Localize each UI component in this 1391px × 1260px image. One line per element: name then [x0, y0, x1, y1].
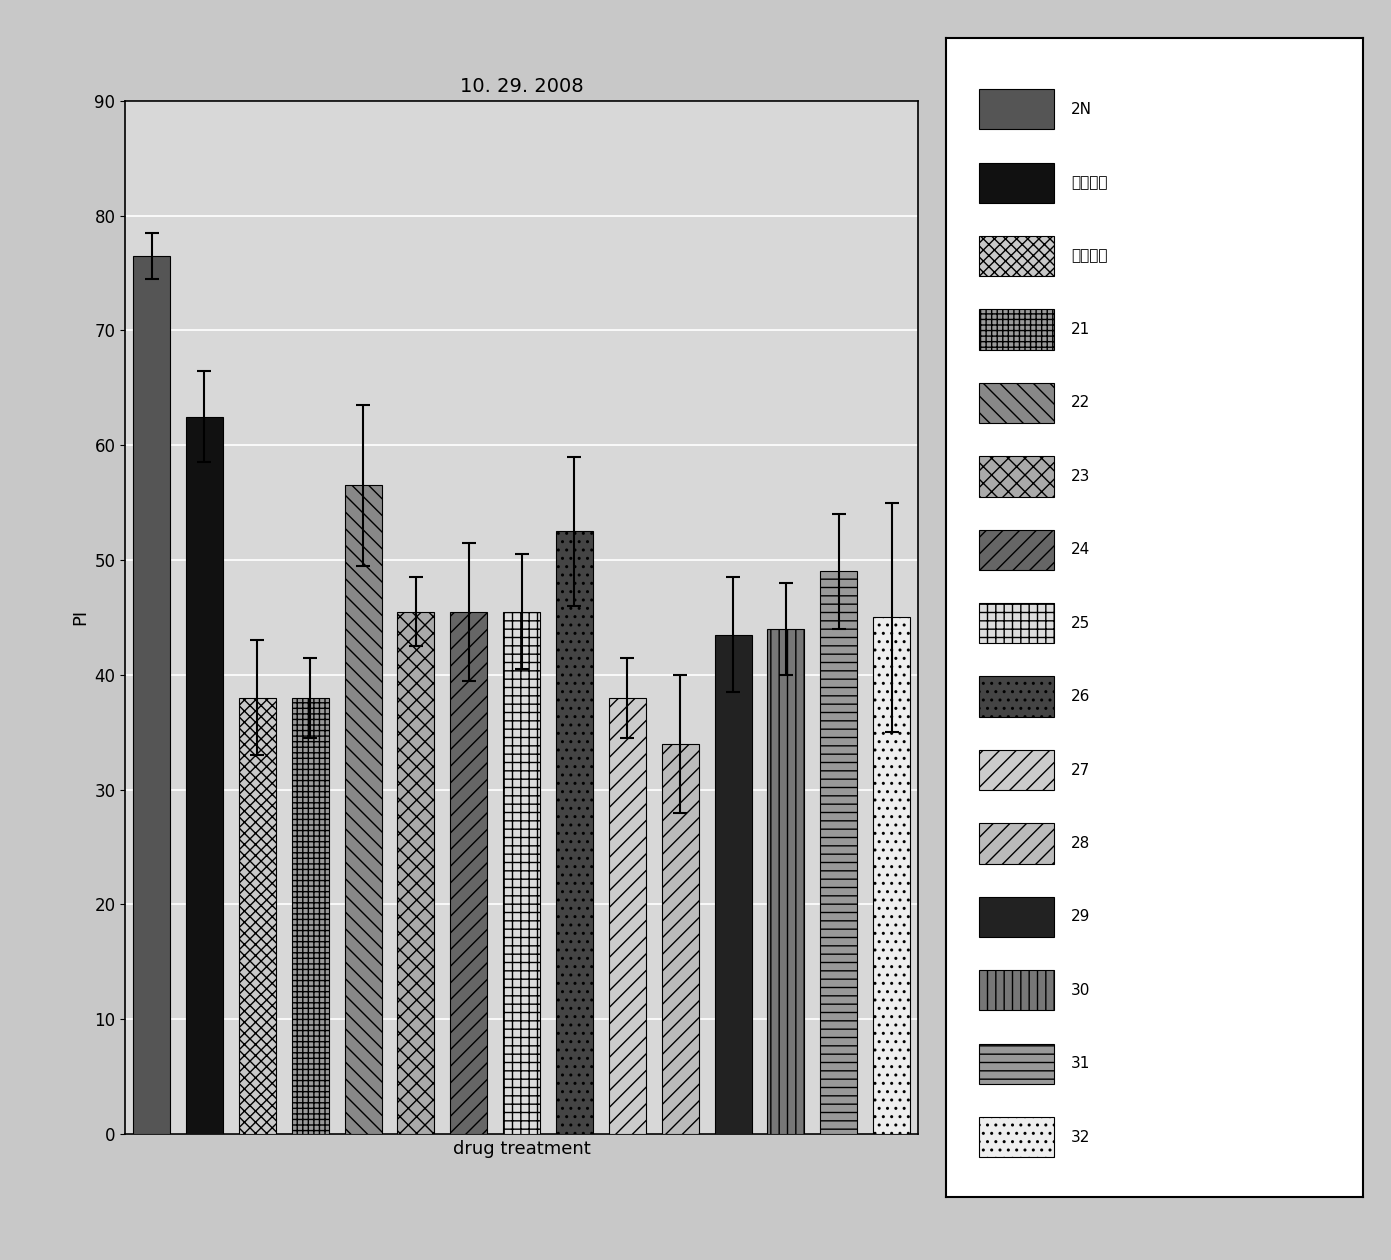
Bar: [292, 698, 328, 1134]
Bar: [186, 417, 223, 1134]
Bar: [556, 532, 593, 1134]
FancyBboxPatch shape: [979, 529, 1054, 570]
FancyBboxPatch shape: [979, 236, 1054, 276]
Text: 27: 27: [1071, 762, 1091, 777]
FancyBboxPatch shape: [979, 456, 1054, 496]
FancyBboxPatch shape: [979, 750, 1054, 790]
Bar: [715, 635, 751, 1134]
FancyBboxPatch shape: [979, 1116, 1054, 1157]
Text: 25: 25: [1071, 616, 1091, 631]
FancyBboxPatch shape: [979, 677, 1054, 717]
Bar: [451, 611, 487, 1134]
FancyBboxPatch shape: [979, 310, 1054, 350]
Text: 29: 29: [1071, 910, 1091, 925]
Bar: [821, 572, 857, 1134]
Text: 22: 22: [1071, 396, 1091, 411]
Text: 阴性对照: 阴性对照: [1071, 248, 1107, 263]
Text: 2N: 2N: [1071, 102, 1092, 117]
Bar: [398, 611, 434, 1134]
FancyBboxPatch shape: [979, 970, 1054, 1011]
Text: 阳性对照: 阳性对照: [1071, 175, 1107, 190]
Text: 28: 28: [1071, 835, 1091, 850]
Text: 26: 26: [1071, 689, 1091, 704]
Bar: [609, 698, 645, 1134]
FancyBboxPatch shape: [979, 604, 1054, 644]
FancyBboxPatch shape: [979, 1043, 1054, 1084]
Text: 21: 21: [1071, 323, 1091, 336]
Bar: [662, 743, 698, 1134]
FancyBboxPatch shape: [979, 823, 1054, 863]
Bar: [134, 256, 170, 1134]
FancyBboxPatch shape: [979, 163, 1054, 203]
Bar: [768, 629, 804, 1134]
Text: 32: 32: [1071, 1130, 1091, 1144]
Text: 23: 23: [1071, 469, 1091, 484]
Y-axis label: PI: PI: [71, 610, 89, 625]
Bar: [874, 617, 910, 1134]
FancyBboxPatch shape: [979, 89, 1054, 130]
FancyBboxPatch shape: [979, 897, 1054, 937]
X-axis label: drug treatment: drug treatment: [452, 1139, 591, 1158]
Bar: [345, 485, 381, 1134]
Text: 30: 30: [1071, 983, 1091, 998]
Title: 10. 29. 2008: 10. 29. 2008: [460, 77, 583, 97]
Text: 31: 31: [1071, 1056, 1091, 1071]
Text: 24: 24: [1071, 542, 1091, 557]
Bar: [239, 698, 275, 1134]
Bar: [504, 611, 540, 1134]
FancyBboxPatch shape: [979, 383, 1054, 423]
